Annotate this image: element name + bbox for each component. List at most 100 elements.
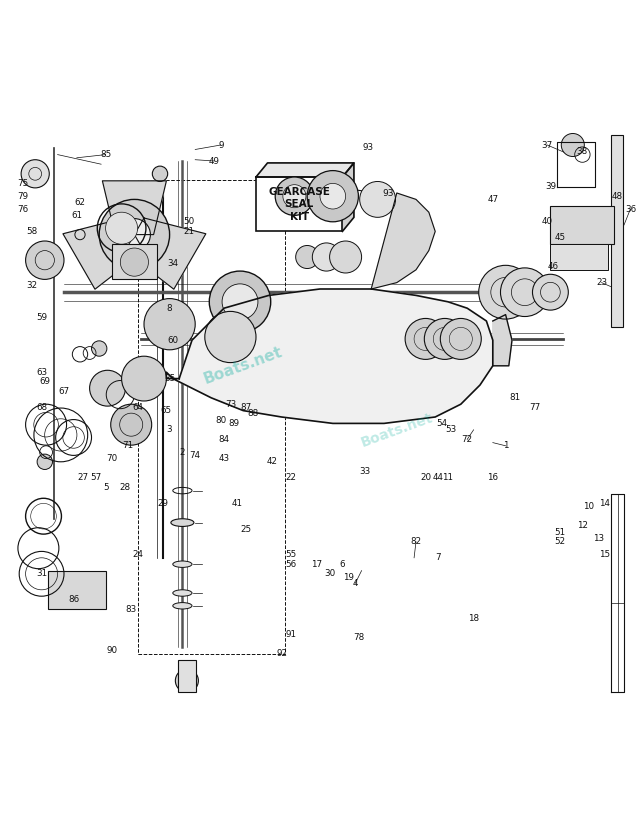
Circle shape <box>283 184 306 208</box>
Circle shape <box>99 199 170 270</box>
Text: 2: 2 <box>180 448 185 457</box>
Text: Boats.net: Boats.net <box>202 344 285 387</box>
Circle shape <box>122 356 166 401</box>
Text: 21: 21 <box>183 227 195 236</box>
Text: 64: 64 <box>132 403 143 412</box>
Circle shape <box>500 268 549 317</box>
Text: 19: 19 <box>343 572 355 581</box>
Text: 9: 9 <box>218 140 223 149</box>
Circle shape <box>532 274 568 310</box>
Circle shape <box>479 265 532 319</box>
Text: 33: 33 <box>359 467 371 476</box>
Text: 24: 24 <box>132 550 143 559</box>
Text: 6: 6 <box>340 560 345 569</box>
Circle shape <box>120 248 148 276</box>
Text: 91: 91 <box>285 631 297 639</box>
Text: 61: 61 <box>71 211 83 220</box>
Circle shape <box>561 133 584 157</box>
Text: 78: 78 <box>353 633 364 642</box>
Text: 79: 79 <box>17 192 28 201</box>
Text: 74: 74 <box>189 451 201 460</box>
Bar <box>256 177 342 231</box>
Text: 10: 10 <box>583 502 595 511</box>
Bar <box>550 244 608 270</box>
Circle shape <box>92 341 107 356</box>
Circle shape <box>118 219 150 250</box>
Text: 46: 46 <box>548 262 559 271</box>
Circle shape <box>296 245 319 269</box>
Polygon shape <box>102 181 166 234</box>
Text: 60: 60 <box>167 336 179 344</box>
Text: 38: 38 <box>577 147 588 156</box>
Circle shape <box>209 271 271 333</box>
Bar <box>178 661 196 692</box>
Bar <box>611 135 623 328</box>
Polygon shape <box>125 218 206 289</box>
Text: 29: 29 <box>157 499 169 508</box>
Text: 37: 37 <box>541 140 553 149</box>
Text: 59: 59 <box>36 314 47 322</box>
Text: 50: 50 <box>183 218 195 226</box>
Text: 1: 1 <box>503 441 508 450</box>
Text: 45: 45 <box>554 234 566 243</box>
Text: 31: 31 <box>36 570 47 578</box>
Text: 41: 41 <box>231 499 243 508</box>
Text: 70: 70 <box>106 454 118 463</box>
Text: 15: 15 <box>599 550 611 559</box>
Text: 35: 35 <box>164 374 175 383</box>
Text: 11: 11 <box>442 474 454 482</box>
Text: 48: 48 <box>612 192 623 201</box>
Text: 81: 81 <box>509 394 521 402</box>
Text: 83: 83 <box>125 605 137 614</box>
Text: 28: 28 <box>119 483 131 492</box>
Text: 84: 84 <box>218 435 230 444</box>
Text: Boats.net: Boats.net <box>359 410 435 450</box>
Text: 52: 52 <box>554 537 566 546</box>
Text: 77: 77 <box>529 403 540 412</box>
Text: 34: 34 <box>167 259 179 268</box>
Text: 93: 93 <box>383 188 394 198</box>
Text: 68: 68 <box>36 403 47 412</box>
Text: 56: 56 <box>285 560 297 569</box>
Circle shape <box>37 455 52 470</box>
Text: 27: 27 <box>77 474 89 482</box>
Polygon shape <box>493 314 512 366</box>
Text: 65: 65 <box>161 406 172 415</box>
Text: 69: 69 <box>39 377 51 386</box>
Polygon shape <box>63 218 144 289</box>
Text: 39: 39 <box>545 182 556 191</box>
Text: 32: 32 <box>26 281 38 290</box>
Text: 36: 36 <box>625 204 636 214</box>
Circle shape <box>26 241 64 279</box>
Text: 92: 92 <box>276 650 287 658</box>
Text: 18: 18 <box>468 614 479 623</box>
Ellipse shape <box>171 519 194 526</box>
Polygon shape <box>256 163 354 177</box>
Text: 93: 93 <box>362 143 374 152</box>
Circle shape <box>222 284 258 319</box>
Text: 63: 63 <box>36 368 47 377</box>
Text: 75: 75 <box>17 179 28 188</box>
Circle shape <box>111 404 152 445</box>
Ellipse shape <box>173 603 192 609</box>
Circle shape <box>175 669 198 692</box>
Circle shape <box>21 160 49 188</box>
Circle shape <box>152 166 168 182</box>
Text: 25: 25 <box>241 525 252 534</box>
Text: 40: 40 <box>541 218 553 226</box>
Text: 73: 73 <box>225 399 236 409</box>
Text: 76: 76 <box>17 204 28 214</box>
Text: 42: 42 <box>266 457 278 466</box>
Ellipse shape <box>173 561 192 567</box>
Text: 53: 53 <box>445 425 457 435</box>
Polygon shape <box>371 193 435 289</box>
Text: 16: 16 <box>487 474 499 482</box>
Circle shape <box>312 243 340 271</box>
Text: 17: 17 <box>311 560 323 569</box>
Text: 88: 88 <box>247 409 259 419</box>
Text: 43: 43 <box>218 454 230 463</box>
Text: 23: 23 <box>596 278 607 287</box>
Text: 47: 47 <box>487 195 499 203</box>
Circle shape <box>307 171 358 222</box>
Ellipse shape <box>173 590 192 596</box>
